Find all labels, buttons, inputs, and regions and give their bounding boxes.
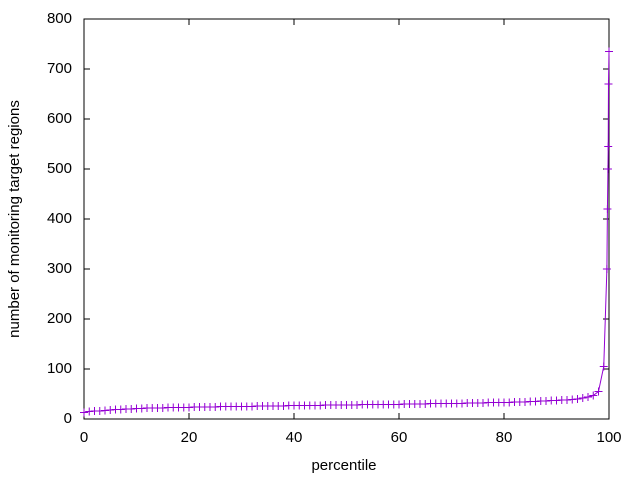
data-point: [604, 80, 613, 88]
y-tick-label: 600: [47, 110, 72, 127]
y-axis-label: number of monitoring target regions: [6, 100, 23, 338]
y-tick-label: 700: [47, 60, 72, 77]
y-tick-label: 800: [47, 10, 72, 27]
data-point: [603, 165, 612, 173]
data-point: [578, 394, 587, 402]
data-point: [589, 391, 598, 400]
y-tick-label: 500: [47, 160, 72, 177]
x-tick-label: 0: [80, 429, 88, 446]
x-tick-label: 20: [181, 429, 198, 446]
y-tick-label: 100: [47, 360, 72, 377]
plot-border: [83, 18, 610, 420]
data-point: [604, 142, 613, 151]
y-tick-label: 0: [64, 410, 72, 427]
data-point: [602, 265, 611, 273]
x-axis-label: percentile: [311, 457, 376, 474]
data-point: [594, 387, 603, 396]
y-tick-label: 300: [47, 260, 72, 277]
y-tick-label: 400: [47, 210, 72, 227]
data-line: [83, 51, 610, 413]
data-point: [584, 393, 592, 401]
data-point: [603, 205, 612, 213]
data-point: [605, 47, 613, 56]
x-tick-label: 40: [286, 429, 303, 446]
data-point: [80, 408, 88, 417]
data-point: [599, 362, 608, 371]
x-tick-label: 100: [596, 429, 621, 446]
data-point: [573, 395, 582, 403]
x-tick-label: 80: [496, 429, 513, 446]
y-tick-label: 200: [47, 310, 72, 327]
x-tick-label: 60: [391, 429, 408, 446]
